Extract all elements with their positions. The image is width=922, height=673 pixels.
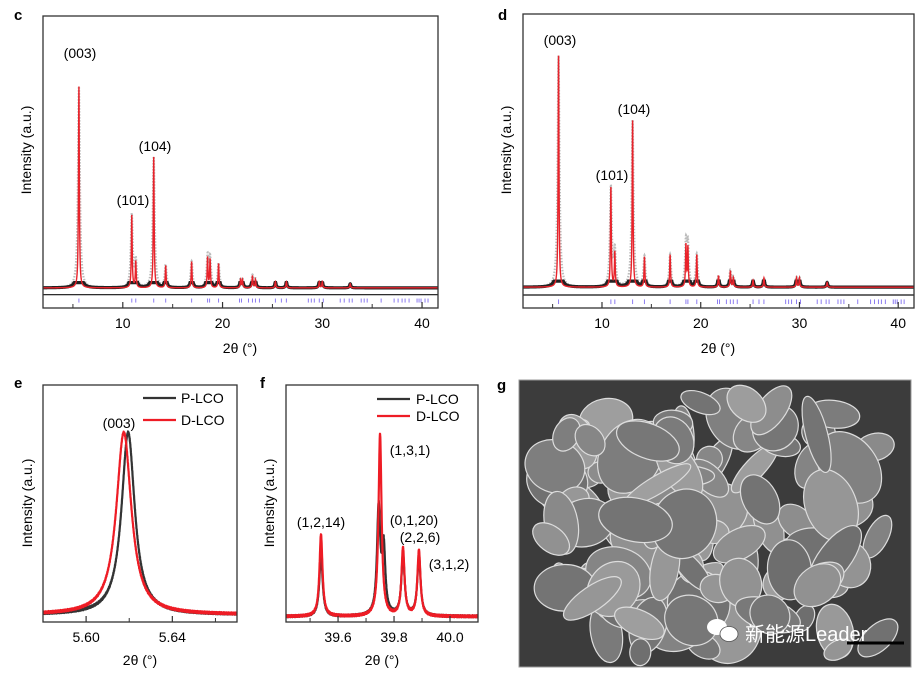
peak-label-101: (101) [596,167,629,183]
x-axis-label: 2θ (°) [701,340,735,356]
calculated-pattern-line [43,86,438,289]
peak-label-003: (003) [64,45,97,61]
sem-particle [857,618,899,658]
sem-particle [739,474,781,525]
x-tick-label: 10 [594,315,610,331]
y-axis-label: Intensity (a.u.) [19,459,35,548]
peak-label-003: (003) [544,32,577,48]
panel-d: Intensity (a.u.) 2θ (°) (003) (101) (104… [498,32,735,356]
x-axis-label: 2θ (°) [365,652,399,668]
x-axis-label: 2θ (°) [223,340,257,356]
sem-particle [562,576,622,621]
sem-particle [574,423,606,457]
x-tick-label: 5.64 [159,629,186,645]
series-line-d-lco [43,430,237,616]
x-tick-label: 5.60 [72,629,99,645]
sem-particle [749,594,791,635]
observed-pattern-markers [523,55,914,289]
legend-label-p-lco: P-LCO [181,390,224,406]
sem-particle [615,420,680,462]
x-tick-label: 20 [693,315,709,331]
sem-particle [726,384,767,423]
peak-label-003: (003) [103,415,136,431]
series-line-p-lco [43,430,237,616]
x-tick-label: 10 [115,315,131,331]
y-axis-label: Intensity (a.u.) [261,459,277,548]
peak-label-1-2-14: (1,2,14) [297,514,345,530]
sem-particle [532,522,571,556]
panel-f: Intensity (a.u.) 2θ (°) (1,2,14) (1,3,1)… [261,391,469,668]
legend-label-d-lco: D-LCO [181,412,225,428]
sem-particle [598,496,673,544]
panel-letter-e: e [14,375,22,392]
sem-particle [629,638,652,667]
series-line-d-lco [286,432,478,619]
peak-label-101: (101) [117,192,150,208]
sem-particle [801,395,832,474]
calculated-pattern-line [523,55,914,288]
panel-e: Intensity (a.u.) 2θ (°) (003) P-LCO D-LC… [19,390,225,668]
sem-frame [518,379,912,668]
x-axis-label: 2θ (°) [123,652,157,668]
plot-area [43,86,438,303]
chart-f: 39.6 39.8 40.0 [285,384,479,645]
plot-area [286,432,478,619]
chart-e: 5.60 5.64 [42,384,238,645]
chart-d: 10 20 30 40 [522,13,915,331]
x-tick-label: 30 [315,315,331,331]
y-axis-label: Intensity (a.u.) [18,106,34,195]
sem-particle [614,606,665,641]
sem-image [518,379,912,668]
watermark: 新能源Leader [707,619,868,646]
plot-frame [522,13,915,309]
peak-label-2-2-6: (2,2,6) [400,529,440,545]
panel-letter-f: f [260,375,266,392]
peak-label-104: (104) [139,138,172,154]
plot-frame [42,384,238,623]
sem-particle [712,524,766,564]
wechat-icon [707,619,739,642]
sem-particle [793,563,842,608]
legend-label-d-lco: D-LCO [416,408,460,424]
peak-label-0-1-20: (0,1,20) [390,512,438,528]
plot-area [43,430,237,616]
plot-frame [42,15,439,309]
x-tick-label: 40 [414,315,430,331]
peak-label-1-3-1: (1,3,1) [390,442,430,458]
plot-area [523,55,914,305]
plot-frame [285,384,479,623]
y-axis-label: Intensity (a.u.) [498,106,514,195]
panel-letter-g: g [497,377,506,394]
peak-label-3-1-2: (3,1,2) [429,556,469,572]
panel-c: Intensity (a.u.) 2θ (°) (003) (101) (104… [18,45,257,356]
x-tick-label: 40 [890,315,906,331]
x-tick-label: 30 [792,315,808,331]
watermark-text: 新能源Leader [745,623,868,646]
chart-c: 10 20 30 40 [42,15,439,331]
x-tick-label: 20 [215,315,231,331]
panel-letter-d: d [498,7,507,24]
observed-pattern-markers [43,86,438,289]
x-tick-label: 39.8 [380,629,407,645]
x-tick-label: 39.6 [324,629,351,645]
panel-letter-c: c [14,7,22,24]
x-tick-label: 40.0 [436,629,463,645]
sem-particle [680,389,721,416]
peak-label-104: (104) [618,101,651,117]
legend-label-p-lco: P-LCO [416,391,459,407]
